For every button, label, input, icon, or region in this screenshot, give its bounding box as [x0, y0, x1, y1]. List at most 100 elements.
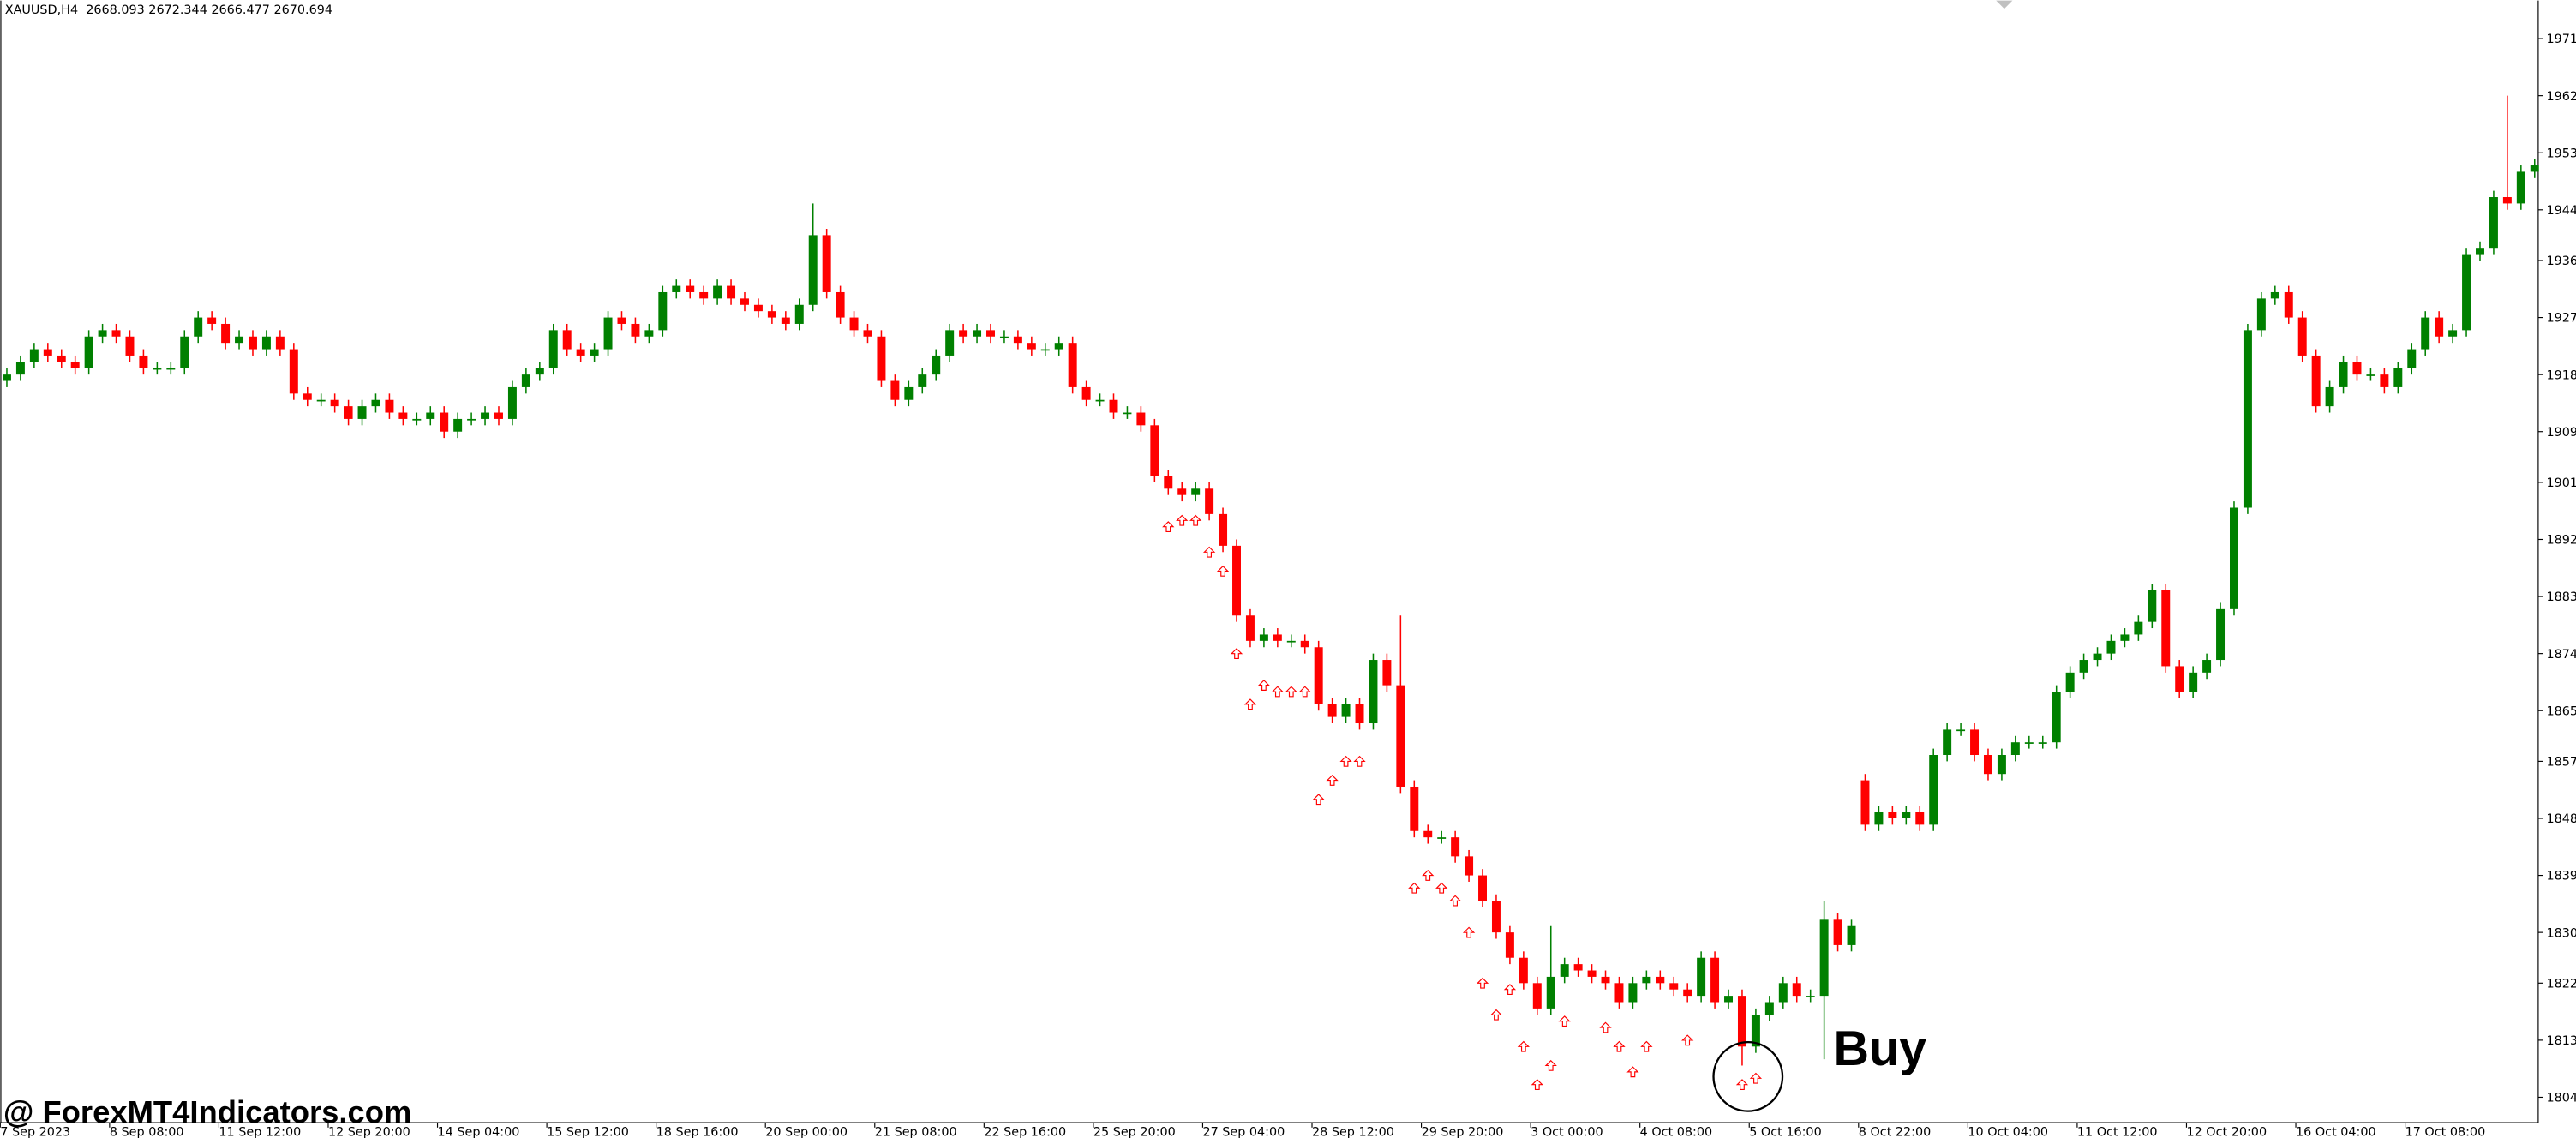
highlight-circle: [1712, 1040, 1784, 1112]
candle-body: [2229, 507, 2238, 609]
y-tick-label: 1848: [2546, 812, 2576, 826]
candle-body: [1109, 399, 1118, 413]
candle-body: [548, 330, 558, 368]
candle-body: [753, 304, 763, 312]
candle-body: [1997, 754, 2006, 775]
candle-body: [1327, 704, 1337, 717]
candle-body: [481, 412, 490, 419]
buy-signal-arrow: [1257, 680, 1271, 691]
x-tick-label: 3 Oct 00:00: [1531, 1125, 1603, 1138]
x-tick-label: 15 Sep 12:00: [547, 1125, 629, 1138]
buy-signal-arrow: [1640, 1040, 1653, 1052]
buy-signal-arrow: [1749, 1072, 1763, 1084]
candle-body: [289, 349, 298, 394]
y-tick-label: 1874: [2546, 648, 2576, 662]
candle-body: [235, 336, 244, 344]
candle-body: [1136, 412, 1146, 426]
candle-body: [29, 349, 39, 362]
candle-body: [207, 317, 217, 324]
candle-body: [1369, 660, 1378, 724]
candle-body: [2079, 660, 2088, 673]
candle-body: [686, 285, 695, 292]
candle-body: [1628, 983, 1638, 1003]
candle-body: [2148, 590, 2157, 622]
candle-body: [1232, 545, 1241, 616]
candle-body: [2311, 355, 2321, 407]
candle-body: [945, 330, 955, 356]
candle-body: [2010, 742, 2020, 755]
candle-body: [2216, 608, 2226, 661]
candle-body: [672, 285, 681, 292]
candle-body: [1778, 983, 1788, 1003]
buy-signal-arrow: [1285, 686, 1297, 698]
y-tick-label: 1962: [2546, 90, 2576, 104]
candle-body: [275, 336, 285, 350]
candle-body: [43, 349, 52, 356]
candle-body: [2106, 640, 2116, 654]
x-tick-label: 27 Sep 04:00: [1202, 1125, 1285, 1138]
buy-signal-arrow: [1613, 1040, 1626, 1052]
buy-signal-arrow: [1298, 686, 1311, 698]
candle-body: [1532, 983, 1542, 1009]
candle-body: [1013, 336, 1022, 344]
candle-body: [727, 285, 736, 299]
candle-body: [1355, 704, 1364, 724]
candle-body: [261, 336, 271, 350]
candle-body: [932, 355, 941, 375]
candle-body: [699, 291, 709, 299]
candle-body: [1273, 634, 1282, 641]
candle-body: [863, 330, 872, 337]
candle-body: [316, 399, 326, 402]
candle-body: [713, 285, 722, 299]
x-tick-label: 21 Sep 08:00: [875, 1125, 957, 1138]
candle-body: [631, 323, 640, 337]
candle-body: [507, 386, 517, 419]
x-tick-label: 5 Oct 16:00: [1749, 1125, 1821, 1138]
candle-body: [2, 374, 11, 381]
candle-body: [412, 418, 422, 421]
candle-body: [1860, 780, 1870, 825]
buy-signal-arrow: [1271, 686, 1284, 698]
x-tick-label: 17 Oct 08:00: [2405, 1125, 2486, 1138]
candle-body: [1245, 615, 1255, 641]
candle-body: [1423, 830, 1433, 838]
x-tick-label: 10 Oct 04:00: [1968, 1125, 2048, 1138]
candle-body: [576, 349, 585, 356]
candle-body: [1259, 634, 1268, 641]
y-tick-label: 1822: [2546, 977, 2576, 991]
y-tick-label: 1857: [2546, 756, 2576, 770]
candle-body: [98, 330, 107, 337]
candle-body: [973, 330, 982, 337]
candle-body: [2530, 165, 2539, 172]
candle-body: [644, 330, 654, 337]
candle-body: [440, 412, 449, 432]
candle-body: [467, 418, 476, 421]
candle-body: [1219, 513, 1228, 546]
candle-body: [330, 399, 339, 407]
y-tick-label: 1953: [2546, 147, 2576, 160]
candle-body: [1724, 996, 1734, 1003]
candle-body: [1915, 812, 1925, 825]
candle-body: [1751, 1015, 1760, 1047]
candle-body: [794, 304, 804, 324]
y-tick-label: 1927: [2546, 312, 2576, 326]
candle-body: [180, 336, 189, 368]
buy-signal-arrow: [1353, 755, 1366, 767]
candle-body: [999, 336, 1009, 338]
candle-body: [2202, 660, 2212, 673]
candle-body: [1410, 786, 1419, 831]
candle-body: [1505, 932, 1514, 958]
x-tick-label: 20 Sep 00:00: [765, 1125, 848, 1138]
buy-signal-arrow: [1476, 977, 1489, 989]
candle-body: [1205, 488, 1214, 514]
candle-body: [1601, 976, 1610, 984]
candle-body: [1970, 729, 1980, 755]
candle-body: [1164, 476, 1173, 489]
candle-body: [1614, 983, 1624, 1003]
x-tick-label: 11 Oct 12:00: [2077, 1125, 2158, 1138]
candle-body: [1669, 983, 1679, 990]
candle-body: [57, 355, 66, 362]
candle-body: [617, 317, 626, 324]
